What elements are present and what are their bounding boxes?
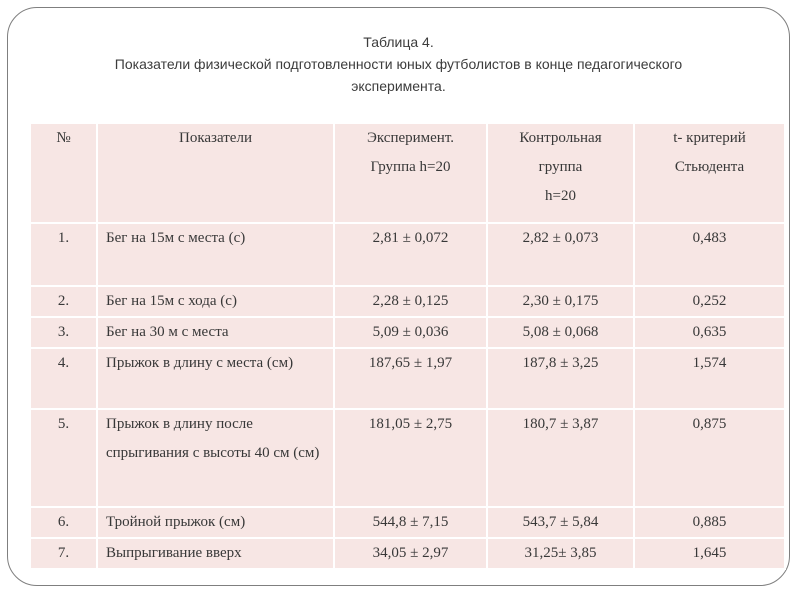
header-control-line2: h=20 [545, 188, 576, 204]
row-number: 2. [29, 285, 98, 318]
header-t-criterion: t- критерий Стьюдента [633, 122, 786, 224]
table-row: 6. Тройной прыжок (см) 544,8 ± 7,15 543,7 ±… [29, 506, 786, 539]
slide-title: Таблица 4. Показатели физической подгото… [8, 8, 789, 97]
experimental-value: 2,81 ± 0,072 [333, 222, 488, 287]
row-number: 1. [29, 222, 98, 287]
t-value: 1,574 [633, 347, 786, 410]
table-row: 1. Бег на 15м с места (с) 2,81 ± 0,072 2,82… [29, 222, 786, 287]
header-indicators: Показатели [96, 122, 335, 224]
table-row: 5. Прыжок в длину после спрыгивания с выс… [29, 408, 786, 508]
experimental-value: 181,05 ± 2,75 [333, 408, 488, 508]
control-value: 543,7 ± 5,84 [486, 506, 635, 539]
header-t-criterion-line1: t- критерий [673, 130, 746, 146]
header-experimental-line1: Эксперимент. [366, 130, 455, 146]
t-value: 0,252 [633, 285, 786, 318]
results-table: № Показатели Эксперимент. Группа h=20 Ко… [29, 122, 786, 570]
t-value: 0,483 [633, 222, 786, 287]
row-number: 6. [29, 506, 98, 539]
table-row: 7. Выпрыгивание вверх 34,05 ± 2,97 31,25± 3… [29, 537, 786, 570]
t-value: 1,645 [633, 537, 786, 570]
control-value: 5,08 ± 0,068 [486, 316, 635, 349]
header-t-criterion-line2: Стьюдента [674, 159, 745, 175]
t-value: 0,875 [633, 408, 786, 508]
row-number: 3. [29, 316, 98, 349]
indicator-cell: Бег на 30 м с места [96, 316, 335, 349]
t-value: 0,635 [633, 316, 786, 349]
control-value: 187,8 ± 3,25 [486, 347, 635, 410]
experimental-value: 34,05 ± 2,97 [333, 537, 488, 570]
indicator-cell: Прыжок в длину с места (см) [96, 347, 335, 410]
experimental-value: 5,09 ± 0,036 [333, 316, 488, 349]
header-control-group: Контрольная группа h=20 [486, 122, 635, 224]
slide-frame: Таблица 4. Показатели физической подгото… [7, 7, 790, 586]
control-value: 31,25± 3,85 [486, 537, 635, 570]
header-indicators-line1: Показатели [179, 130, 252, 146]
experimental-value: 187,65 ± 1,97 [333, 347, 488, 410]
header-experimental-group: Эксперимент. Группа h=20 [333, 122, 488, 224]
row-number: 7. [29, 537, 98, 570]
experimental-value: 544,8 ± 7,15 [333, 506, 488, 539]
indicator-cell: Тройной прыжок (см) [96, 506, 335, 539]
table-row: 3. Бег на 30 м с места 5,09 ± 0,036 5,08 ± … [29, 316, 786, 349]
control-value: 2,82 ± 0,073 [486, 222, 635, 287]
indicator-cell: Бег на 15м с места (с) [96, 222, 335, 287]
control-value: 180,7 ± 3,87 [486, 408, 635, 508]
indicator-cell: Бег на 15м с хода (с) [96, 285, 335, 318]
table-row: 2. Бег на 15м с хода (с) 2,28 ± 0,125 2,30 … [29, 285, 786, 318]
row-number: 5. [29, 408, 98, 508]
header-experimental-line2: Группа h=20 [370, 159, 451, 175]
header-control-line1: Контрольная группа [519, 130, 602, 175]
indicator-cell: Выпрыгивание вверх [96, 537, 335, 570]
header-row: № Показатели Эксперимент. Группа h=20 Ко… [29, 122, 786, 224]
table-body: 1. Бег на 15м с места (с) 2,81 ± 0,072 2,82… [29, 222, 786, 570]
table-caption-number: Таблица 4. [363, 34, 434, 50]
table-caption-text: Показатели физической подготовленности ю… [114, 56, 683, 94]
header-number: № [29, 122, 98, 224]
experimental-value: 2,28 ± 0,125 [333, 285, 488, 318]
row-number: 4. [29, 347, 98, 410]
control-value: 2,30 ± 0,175 [486, 285, 635, 318]
table-row: 4. Прыжок в длину с места (см) 187,65 ± 1,… [29, 347, 786, 410]
t-value: 0,885 [633, 506, 786, 539]
indicator-cell: Прыжок в длину после спрыгивания с высот… [96, 408, 335, 508]
header-number-line1: № [56, 130, 71, 146]
